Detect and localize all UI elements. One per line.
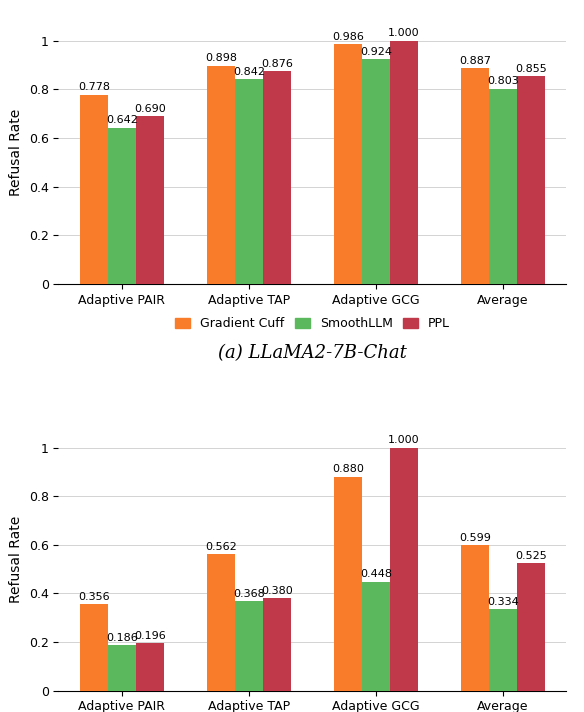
Text: 0.855: 0.855 [515,63,547,73]
Bar [80,604,108,691]
Bar [108,646,136,691]
Bar [517,563,545,691]
Y-axis label: Refusal Rate: Refusal Rate [9,109,23,197]
Text: 0.887: 0.887 [459,56,491,66]
Text: 0.924: 0.924 [360,47,392,57]
Text: 1.000: 1.000 [388,435,420,445]
Text: 0.642: 0.642 [106,115,138,125]
Text: (a) LLaMA2-7B-Chat: (a) LLaMA2-7B-Chat [218,345,407,362]
Text: 0.196: 0.196 [134,631,166,641]
Bar [235,601,263,691]
Bar [207,554,235,691]
Bar [207,66,235,284]
Text: 1.000: 1.000 [388,28,420,38]
Text: 0.778: 0.778 [78,83,110,93]
Bar [489,89,517,284]
Bar [263,598,291,691]
Text: 0.448: 0.448 [360,570,392,580]
Bar [235,79,263,284]
Bar [390,41,418,284]
Text: 0.380: 0.380 [261,586,293,596]
Text: 0.876: 0.876 [261,58,293,68]
Text: 0.356: 0.356 [78,592,110,602]
Text: 0.562: 0.562 [205,542,237,552]
Text: 0.986: 0.986 [332,32,364,42]
Text: 0.368: 0.368 [233,589,265,599]
Bar [461,68,489,284]
Bar [489,609,517,691]
Bar [517,76,545,284]
Text: 0.186: 0.186 [106,633,138,643]
Text: 0.599: 0.599 [459,533,491,543]
Bar [136,643,164,691]
Bar [390,448,418,691]
Bar [80,95,108,284]
Text: 0.334: 0.334 [487,597,519,607]
Bar [334,44,362,284]
Text: 0.803: 0.803 [487,76,519,86]
Bar [334,477,362,691]
Bar [362,59,390,284]
Y-axis label: Refusal Rate: Refusal Rate [9,515,23,603]
Text: 0.842: 0.842 [233,67,265,77]
Legend: Gradient Cuff, SmoothLLM, PPL: Gradient Cuff, SmoothLLM, PPL [171,313,454,335]
Text: 0.525: 0.525 [515,550,547,560]
Bar [136,116,164,284]
Bar [461,545,489,691]
Bar [362,582,390,691]
Text: 0.880: 0.880 [332,464,364,474]
Text: 0.690: 0.690 [134,104,166,114]
Text: 0.898: 0.898 [205,53,237,63]
Bar [263,71,291,284]
Bar [108,127,136,284]
